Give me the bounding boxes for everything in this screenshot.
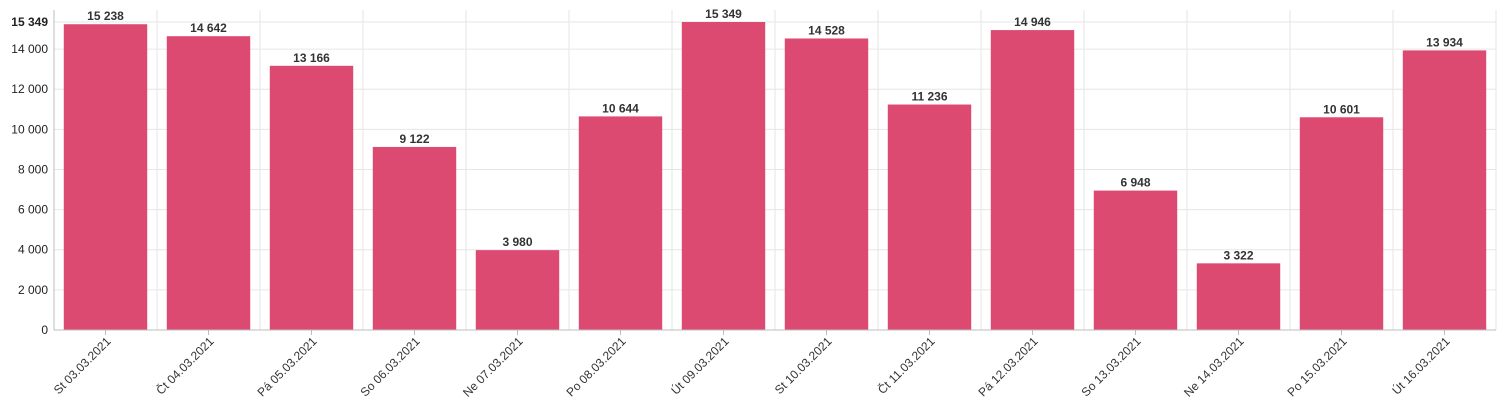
bar-value-label: 3 980 — [502, 235, 532, 249]
y-tick-label: 8 000 — [18, 162, 48, 176]
y-tick-label: 15 349 — [11, 15, 48, 29]
bar[interactable] — [784, 38, 869, 331]
x-tick-label: St 10.03.2021 — [772, 334, 835, 397]
bar-value-label: 13 934 — [1426, 35, 1463, 49]
y-tick-label: 12 000 — [11, 82, 48, 96]
bar[interactable] — [681, 22, 766, 330]
bar[interactable] — [1402, 50, 1487, 330]
y-tick-label: 0 — [41, 323, 48, 337]
x-tick-label: Út 16.03.2021 — [1389, 333, 1453, 397]
x-tick-label: St 03.03.2021 — [51, 334, 114, 397]
x-tick-label: So 06.03.2021 — [358, 334, 423, 399]
x-tick-label: Ne 14.03.2021 — [1181, 334, 1247, 400]
bar[interactable] — [372, 146, 457, 330]
bar-value-label: 15 349 — [705, 7, 742, 21]
x-tick-label: Út 09.03.2021 — [668, 333, 732, 397]
bar-value-label: 10 644 — [602, 101, 639, 115]
bar-value-label: 13 166 — [293, 51, 330, 65]
y-tick-label: 4 000 — [18, 243, 48, 257]
bar-value-label: 6 948 — [1120, 176, 1150, 190]
y-tick-label: 10 000 — [11, 122, 48, 136]
bar[interactable] — [269, 65, 354, 331]
x-tick-label: Ne 07.03.2021 — [460, 334, 526, 400]
label-layer: 15 238 14 642 13 166 9 122 3 980 10 644 15 349… — [87, 7, 1463, 262]
x-tick-label: Po 15.03.2021 — [1285, 334, 1350, 399]
y-tick-label: 6 000 — [18, 203, 48, 217]
y-tick-label: 14 000 — [11, 42, 48, 56]
bar-value-label: 10 601 — [1323, 102, 1360, 116]
bar[interactable] — [1093, 190, 1178, 330]
x-tick-label: Pá 05.03.2021 — [255, 334, 320, 399]
x-tick-label: Čt 11.03.2021 — [874, 333, 938, 397]
bar-value-label: 14 642 — [190, 21, 227, 35]
y-tick-label: 2 000 — [18, 283, 48, 297]
bar[interactable] — [63, 24, 148, 330]
bar-value-label: 14 946 — [1014, 15, 1051, 29]
x-tick-label: So 13.03.2021 — [1079, 334, 1144, 399]
bar-value-label: 11 236 — [911, 90, 947, 104]
bar[interactable] — [475, 250, 560, 330]
bar[interactable] — [887, 104, 972, 330]
bar-value-label: 3 322 — [1223, 248, 1253, 262]
bar[interactable] — [166, 36, 251, 330]
bar[interactable] — [1196, 263, 1281, 330]
bar[interactable] — [990, 30, 1075, 330]
x-tick-label: Po 08.03.2021 — [564, 334, 629, 399]
bar-value-label: 14 528 — [808, 23, 845, 37]
bar-value-label: 15 238 — [87, 9, 124, 23]
bar-value-label: 9 122 — [399, 132, 429, 146]
bar-layer — [63, 22, 1487, 331]
x-tick-label: Pá 12.03.2021 — [976, 334, 1041, 399]
bar[interactable] — [1299, 117, 1384, 331]
bar[interactable] — [578, 116, 663, 331]
x-tick-label: Čt 04.03.2021 — [153, 333, 217, 397]
